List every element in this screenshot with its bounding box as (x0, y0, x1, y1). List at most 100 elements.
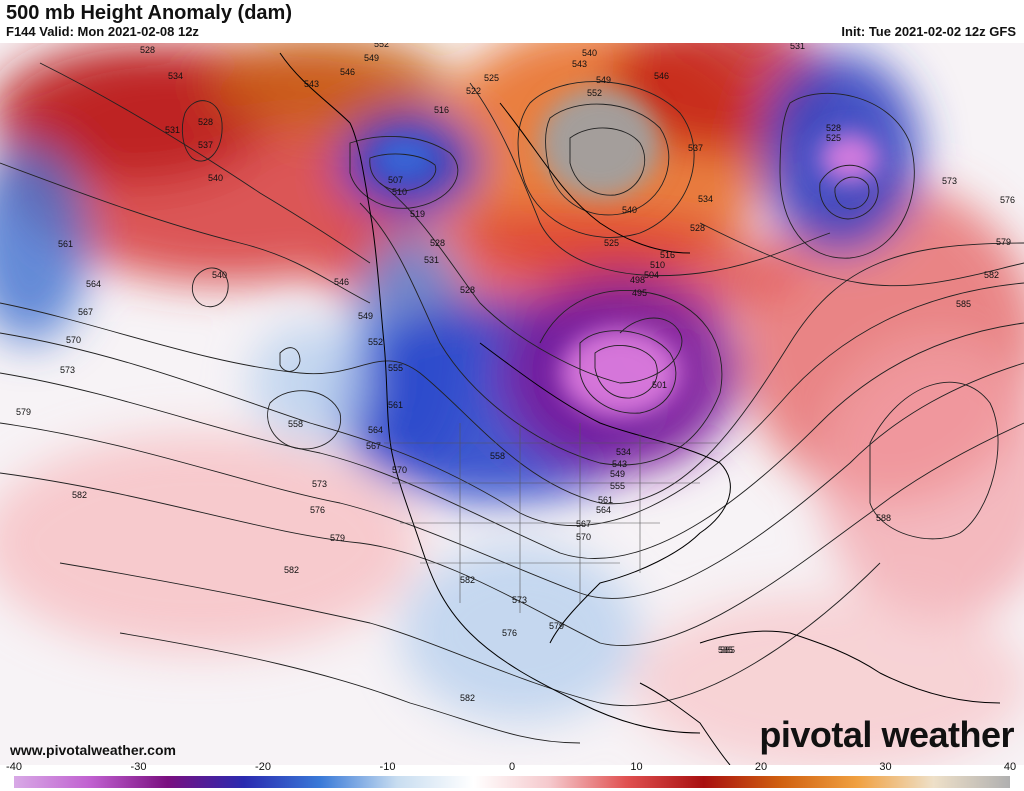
contour-label: 528 (198, 117, 213, 127)
contour-label: 555 (610, 481, 625, 491)
contour-label: 546 (654, 71, 669, 81)
contour-label: 525 (604, 238, 619, 248)
contour-label: 549 (610, 469, 625, 479)
contour-label: 510 (392, 187, 407, 197)
contour-label: 570 (392, 465, 407, 475)
colorbar (14, 776, 1010, 788)
contour-label: 564 (596, 505, 611, 515)
colorbar-tick: 40 (1003, 761, 1017, 773)
contour-label: 537 (688, 143, 703, 153)
contour-label: 531 (165, 125, 180, 135)
contour-label: 540 (622, 205, 637, 215)
colorbar-tick-labels: -40 -30 -20 -10 0 10 20 30 40 (6, 761, 1016, 775)
contour-label: 504 (644, 270, 659, 280)
contour-label: 582 (984, 270, 999, 280)
colorbar-tick: 0 (508, 761, 516, 773)
contour-label: 543 (304, 79, 319, 89)
contour-label: 540 (208, 173, 223, 183)
contour-label: 573 (312, 479, 327, 489)
contour-label: 576 (1000, 195, 1015, 205)
contour-label: 564 (368, 425, 383, 435)
contour-label: 498 (630, 275, 645, 285)
contour-label: 558 (490, 451, 505, 461)
contour-label: 522 (466, 86, 481, 96)
contour-label: 540 (212, 270, 227, 280)
contour-label: 531 (790, 43, 805, 51)
contour-label: 579 (549, 621, 564, 631)
contour-label: 534 (168, 71, 183, 81)
contour-label: 564 (86, 279, 101, 289)
contour-label: 573 (60, 365, 75, 375)
contour-label: 528 (826, 123, 841, 133)
contour-label: 576 (502, 628, 517, 638)
colorbar-svg (14, 776, 1010, 788)
contour-label: 534 (698, 194, 713, 204)
contour-label: 507 (388, 175, 403, 185)
colorbar-tick: -20 (255, 761, 271, 773)
init-time: Init: Tue 2021-02-02 12z GFS (841, 24, 1016, 39)
anomaly-map: 528 534 528 531 537 540 540 561 564 567 … (0, 43, 1024, 765)
contour-label: 516 (434, 105, 449, 115)
contour-label: 549 (364, 53, 379, 63)
contour-label: 588 (876, 513, 891, 523)
contour-label: 582 (460, 575, 475, 585)
contour-label: 510 (650, 260, 665, 270)
contour-label: 558 (288, 419, 303, 429)
contour-label: 495 (632, 288, 647, 298)
contour-label: 570 (66, 335, 81, 345)
contour-label: 579 (996, 237, 1011, 247)
contour-label: 546 (334, 277, 349, 287)
contour-label: 561 (58, 239, 73, 249)
contour-label: 543 (572, 59, 587, 69)
contour-label: 552 (587, 88, 602, 98)
coastlines (279, 52, 1001, 765)
state-borders (384, 423, 720, 613)
contour-label: 582 (460, 693, 475, 703)
contour-label: 552 (374, 43, 389, 49)
contour-label: 570 (576, 532, 591, 542)
contour-labels: 528 534 528 531 537 540 540 561 564 567 … (16, 43, 1015, 703)
colorbar-tick: 10 (630, 761, 643, 773)
contour-label: 573 (942, 176, 957, 186)
contour-label: 567 (78, 307, 93, 317)
contour-label: 585 (956, 299, 971, 309)
contour-label: 567 (576, 519, 591, 529)
contour-label: 501 (652, 380, 667, 390)
colorbar-tick: 30 (879, 761, 892, 773)
contour-label: 525 (484, 73, 499, 83)
contour-label: 561 (598, 495, 613, 505)
colorbar-tick: 20 (754, 761, 768, 773)
contour-label: 531 (424, 255, 439, 265)
contour-label: 528 (430, 238, 445, 248)
colorbar-tick: -10 (379, 761, 396, 773)
contour-label: 585 (720, 645, 735, 655)
map-title: 500 mb Height Anomaly (dam) (6, 2, 292, 24)
contour-label: 543 (612, 459, 627, 469)
contour-label: 537 (198, 140, 213, 150)
contour-label: 528 (690, 223, 705, 233)
contour-label: 579 (16, 407, 31, 417)
colorbar-tick: -30 (130, 761, 147, 773)
site-url[interactable]: www.pivotalweather.com (10, 742, 176, 758)
contour-label: 579 (330, 533, 345, 543)
contour-label: 567 (366, 441, 381, 451)
valid-time: F144 Valid: Mon 2021-02-08 12z (6, 24, 199, 39)
contour-label: 534 (616, 447, 631, 457)
contour-label: 516 (660, 250, 675, 260)
contour-label: 546 (340, 67, 355, 77)
contour-label: 525 (826, 133, 841, 143)
contour-label: 519 (410, 209, 425, 219)
contour-label: 576 (310, 505, 325, 515)
contour-label: 540 (582, 48, 597, 58)
height-contours (0, 62, 1024, 744)
contour-label: 549 (358, 311, 373, 321)
contour-label: 585 (718, 645, 733, 655)
contour-label: 528 (140, 45, 155, 55)
brand-logo: pivotal weather (759, 714, 1014, 755)
contour-label: 549 (596, 75, 611, 85)
contour-label: 582 (284, 565, 299, 575)
contour-label: 573 (512, 595, 527, 605)
contour-label: 582 (72, 490, 87, 500)
colorbar-tick: -40 (6, 761, 22, 773)
contour-label: 552 (368, 337, 383, 347)
